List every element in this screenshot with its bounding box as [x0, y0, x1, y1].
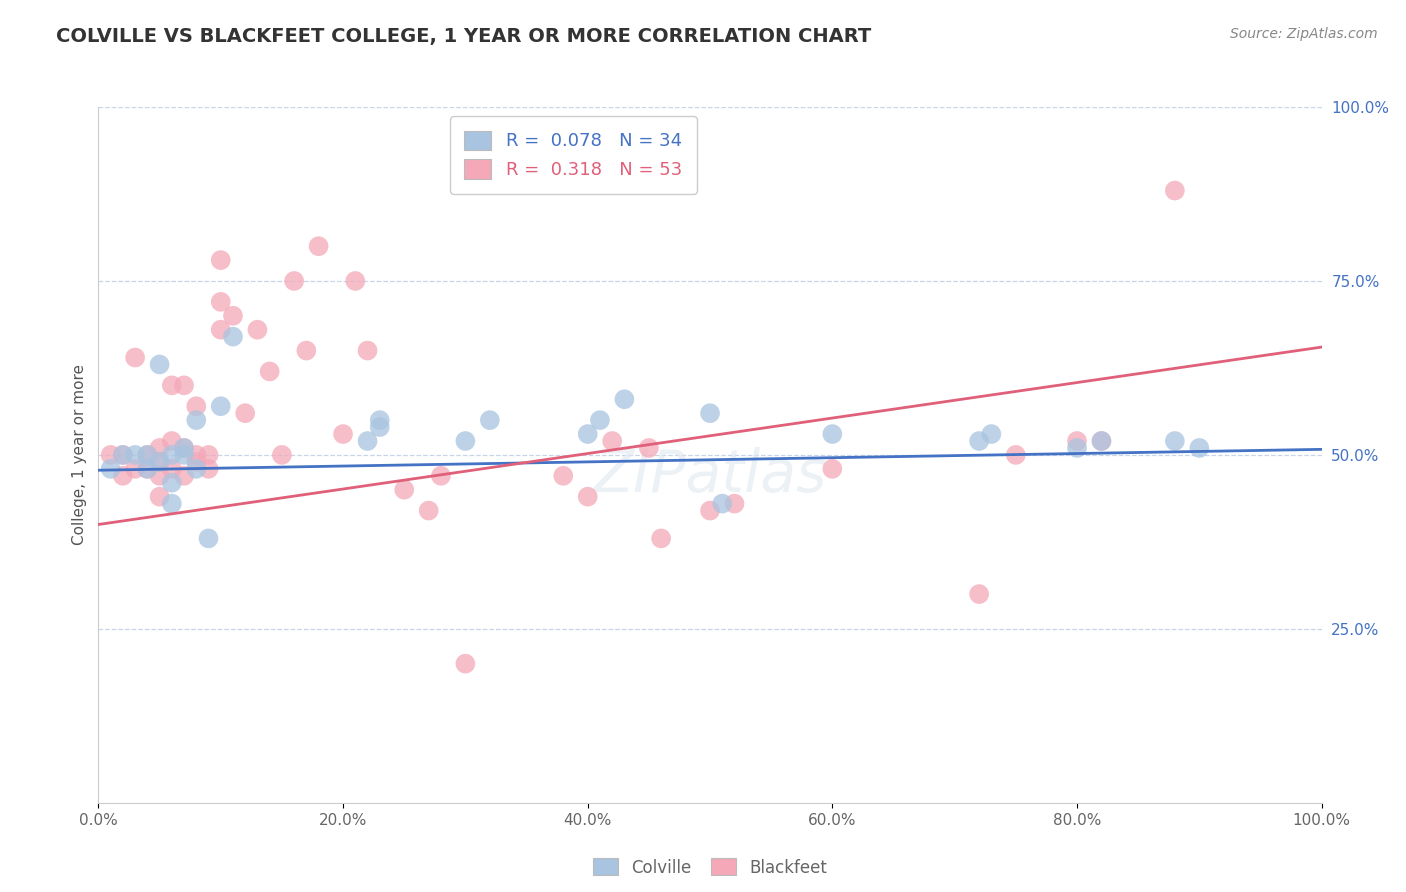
Point — [1164, 434, 1187, 448]
Point — [1164, 184, 1187, 198]
Point — [136, 448, 159, 462]
Point — [186, 399, 208, 413]
Point — [136, 448, 159, 462]
Point — [711, 497, 734, 511]
Point — [392, 483, 416, 497]
Point — [553, 468, 575, 483]
Point — [160, 434, 183, 448]
Point — [638, 441, 661, 455]
Point — [100, 448, 122, 462]
Point — [209, 323, 232, 337]
Point — [149, 441, 172, 455]
Point — [1066, 441, 1088, 455]
Point — [136, 462, 159, 476]
Point — [454, 657, 477, 671]
Point — [111, 448, 134, 462]
Point — [100, 462, 122, 476]
Point — [149, 455, 172, 469]
Point — [149, 468, 172, 483]
Point — [967, 434, 990, 448]
Point — [222, 309, 245, 323]
Point — [197, 532, 219, 546]
Text: ZIPatlas: ZIPatlas — [593, 447, 827, 504]
Point — [430, 468, 453, 483]
Point — [186, 455, 208, 469]
Text: COLVILLE VS BLACKFEET COLLEGE, 1 YEAR OR MORE CORRELATION CHART: COLVILLE VS BLACKFEET COLLEGE, 1 YEAR OR… — [56, 27, 872, 45]
Point — [186, 413, 208, 427]
Point — [368, 413, 391, 427]
Point — [160, 378, 183, 392]
Point — [454, 434, 477, 448]
Point — [246, 323, 269, 337]
Point — [1004, 448, 1026, 462]
Point — [160, 475, 183, 490]
Point — [233, 406, 256, 420]
Point — [209, 253, 232, 268]
Point — [270, 448, 294, 462]
Point — [149, 358, 172, 372]
Point — [478, 413, 501, 427]
Point — [197, 448, 219, 462]
Point — [259, 364, 281, 378]
Point — [160, 462, 183, 476]
Point — [821, 462, 844, 476]
Point — [111, 448, 134, 462]
Point — [613, 392, 636, 407]
Point — [186, 448, 208, 462]
Point — [173, 441, 195, 455]
Point — [173, 448, 195, 462]
Point — [1090, 434, 1112, 448]
Point — [344, 274, 367, 288]
Point — [356, 343, 378, 358]
Point — [1188, 441, 1211, 455]
Point — [967, 587, 990, 601]
Point — [149, 490, 172, 504]
Point — [149, 455, 172, 469]
Point — [1090, 434, 1112, 448]
Point — [173, 441, 195, 455]
Point — [295, 343, 318, 358]
Point — [723, 497, 745, 511]
Point — [308, 239, 330, 253]
Point — [186, 462, 208, 476]
Point — [283, 274, 305, 288]
Point — [124, 351, 146, 365]
Point — [332, 427, 354, 442]
Point — [136, 462, 159, 476]
Point — [197, 462, 219, 476]
Point — [209, 294, 232, 309]
Point — [124, 462, 146, 476]
Y-axis label: College, 1 year or more: College, 1 year or more — [72, 365, 87, 545]
Point — [368, 420, 391, 434]
Point — [699, 503, 721, 517]
Point — [160, 497, 183, 511]
Point — [980, 427, 1002, 442]
Point — [821, 427, 844, 442]
Point — [356, 434, 378, 448]
Point — [160, 448, 183, 462]
Point — [222, 329, 245, 343]
Point — [124, 448, 146, 462]
Point — [576, 490, 599, 504]
Point — [173, 468, 195, 483]
Point — [111, 468, 134, 483]
Point — [600, 434, 623, 448]
Point — [650, 532, 672, 546]
Point — [418, 503, 440, 517]
Point — [699, 406, 721, 420]
Legend: Colville, Blackfeet: Colville, Blackfeet — [585, 850, 835, 885]
Text: Source: ZipAtlas.com: Source: ZipAtlas.com — [1230, 27, 1378, 41]
Point — [1066, 434, 1088, 448]
Point — [173, 378, 195, 392]
Point — [209, 399, 232, 413]
Point — [576, 427, 599, 442]
Point — [589, 413, 612, 427]
